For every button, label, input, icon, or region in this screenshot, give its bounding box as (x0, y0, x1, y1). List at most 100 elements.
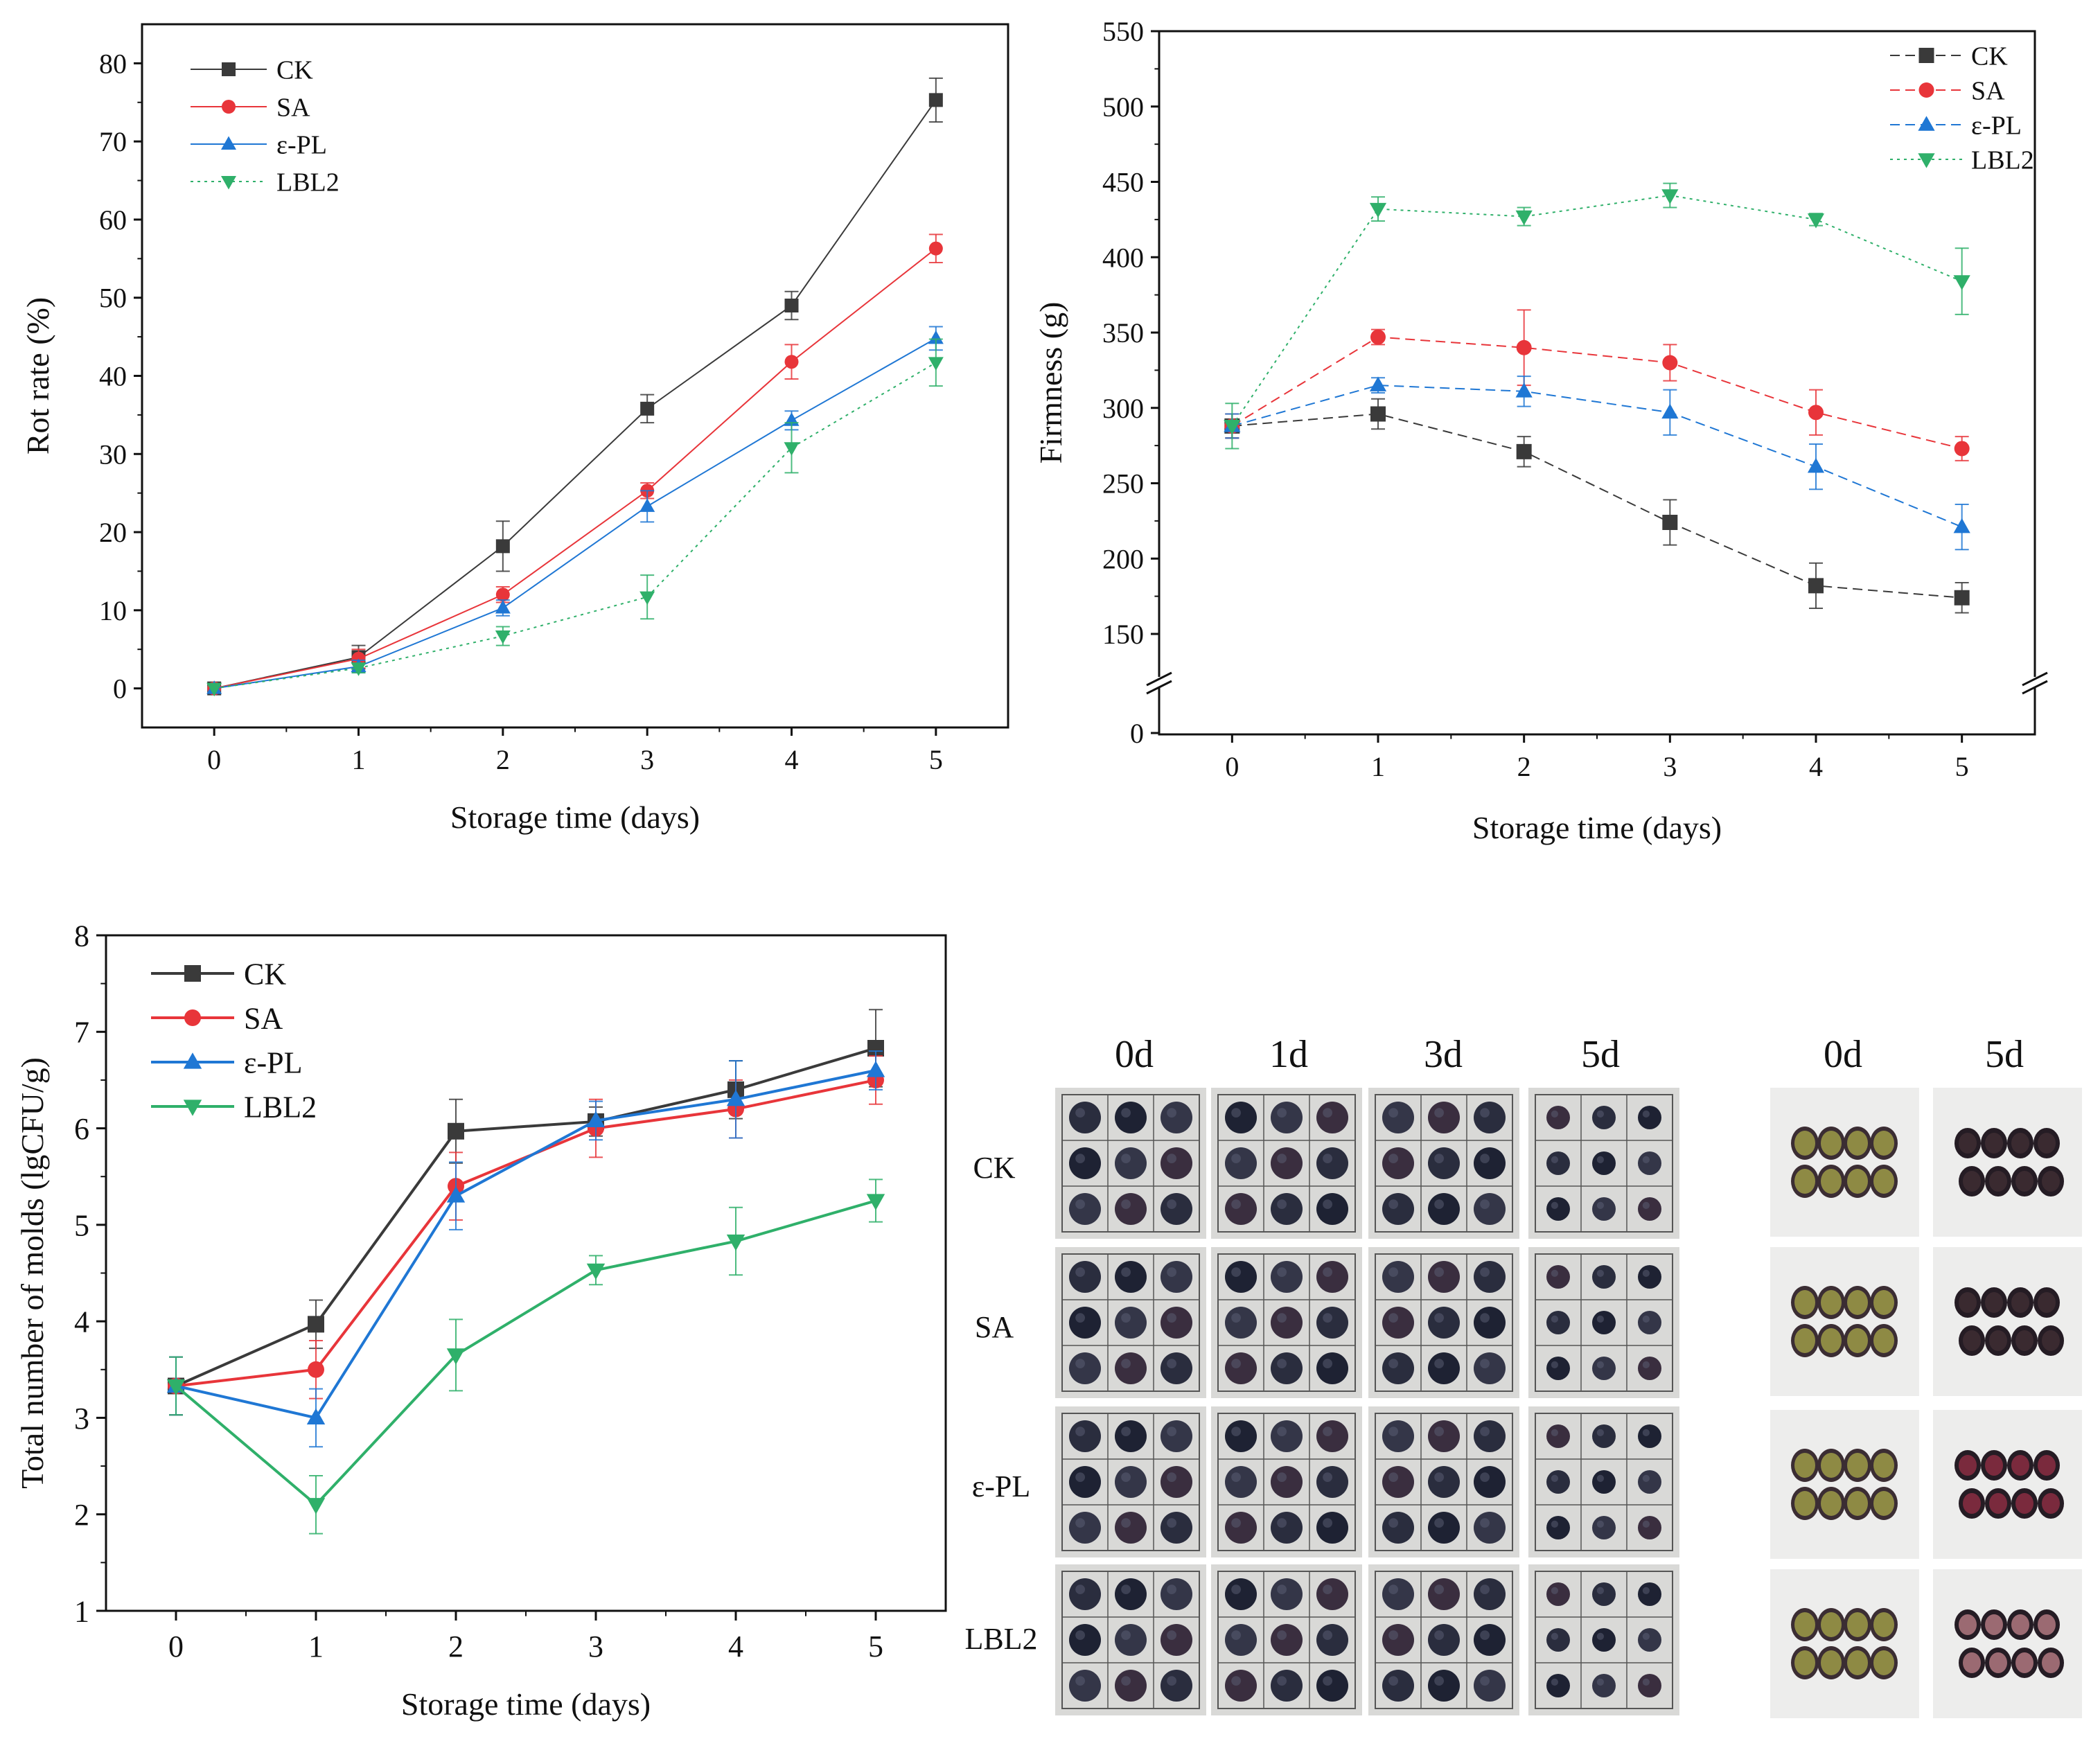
cut-berry-flesh (2042, 1330, 2060, 1351)
blueberry-highlight (1434, 1267, 1445, 1277)
blueberry (1474, 1578, 1506, 1610)
blueberry-highlight (1551, 1474, 1558, 1482)
blueberry (1225, 1307, 1257, 1339)
blueberry (1069, 1578, 1101, 1610)
y-tick-label: 8 (74, 919, 89, 953)
blueberry (1592, 1516, 1616, 1539)
data-point (928, 357, 944, 371)
blueberry (1161, 1670, 1192, 1702)
blueberry-highlight (1551, 1587, 1558, 1594)
blueberry-highlight (1167, 1359, 1176, 1368)
blueberry-highlight (1388, 1630, 1398, 1641)
blueberry-highlight (1075, 1267, 1085, 1277)
blueberry (1225, 1147, 1257, 1179)
blueberry-highlight (1596, 1520, 1604, 1528)
blueberry-highlight (1277, 1267, 1287, 1277)
blueberry (1474, 1466, 1506, 1498)
blueberry-highlight (1551, 1201, 1558, 1209)
data-point (639, 498, 655, 512)
blueberry (1382, 1307, 1414, 1339)
legend-label: CK (276, 55, 313, 85)
blueberry (1225, 1102, 1257, 1133)
blueberry (1638, 1265, 1661, 1289)
tile-grid-frame (1375, 1571, 1513, 1709)
y-tick-label: 550 (1102, 16, 1144, 47)
y-tick-label: 40 (99, 361, 127, 392)
blueberry-highlight (1231, 1313, 1241, 1323)
data-point (1807, 213, 1825, 229)
data-point (495, 539, 510, 554)
series-line (1231, 336, 1962, 450)
blueberry-highlight (1121, 1584, 1131, 1595)
series-sa (207, 233, 943, 696)
blueberry-tile (1528, 1406, 1679, 1557)
cut-berry-flesh (1794, 1328, 1815, 1353)
cut-berry-flesh (1959, 1614, 1977, 1635)
blueberry-highlight (1231, 1359, 1241, 1368)
blueberry-highlight (1277, 1154, 1287, 1163)
blueberry-highlight (1480, 1199, 1490, 1209)
cut-berry-flesh (2038, 1292, 2056, 1313)
blueberry-highlight (1642, 1269, 1650, 1277)
blueberry (1115, 1466, 1147, 1498)
data-point (1515, 382, 1533, 398)
y-tick-label: 80 (99, 48, 127, 79)
data-point (1662, 515, 1678, 531)
blueberry (1592, 1311, 1616, 1334)
legend-label: CK (244, 957, 286, 991)
blueberry (1161, 1624, 1192, 1656)
tile-background (1933, 1247, 2082, 1396)
cut-berry-flesh (1873, 1169, 1894, 1194)
blueberry-highlight (1075, 1108, 1085, 1118)
blueberry-tile (1528, 1564, 1679, 1715)
y-tick-label: 400 (1102, 242, 1144, 273)
blueberry (1546, 1106, 1570, 1129)
blueberry (1069, 1147, 1101, 1179)
cut-berry-flesh (1985, 1133, 2003, 1154)
cut-blueberry-tile (1770, 1247, 1919, 1396)
blueberry-highlight (1323, 1518, 1332, 1528)
blueberry-highlight (1642, 1201, 1650, 1209)
cut-berry-flesh (1985, 1292, 2003, 1313)
blueberry-tile (1055, 1406, 1206, 1557)
blueberry (1382, 1624, 1414, 1656)
photo-col-label: 0d (1824, 1033, 1862, 1076)
data-point (928, 241, 943, 256)
blueberry-highlight (1434, 1584, 1445, 1595)
cut-berry-flesh (1963, 1652, 1981, 1673)
blueberry (1474, 1670, 1506, 1702)
blueberry-highlight (1323, 1676, 1332, 1686)
series-e-pl (1224, 376, 1970, 551)
data-point (306, 1408, 326, 1425)
blueberry (1546, 1357, 1570, 1380)
x-tick-label: 4 (785, 744, 799, 775)
blueberry-tile (1211, 1564, 1362, 1715)
cut-berry-flesh (1963, 1493, 1981, 1514)
series-line (213, 99, 937, 689)
blueberry (1382, 1466, 1414, 1498)
blueberry-highlight (1231, 1630, 1241, 1641)
blueberry-tile (1368, 1406, 1519, 1557)
y-tick-label: 5 (74, 1208, 89, 1242)
blueberry-highlight (1231, 1584, 1241, 1595)
blueberry-highlight (1480, 1313, 1490, 1323)
data-point (1662, 355, 1678, 371)
blueberry (1474, 1147, 1506, 1179)
blueberry (1161, 1193, 1192, 1225)
blueberry (1546, 1197, 1570, 1221)
blueberry-highlight (1277, 1472, 1287, 1483)
data-point (1661, 189, 1679, 204)
legend-marker (183, 1052, 202, 1069)
cut-blueberry-photos: 0d 5d (1770, 1033, 2082, 1718)
blueberry (1271, 1466, 1303, 1498)
cut-berry-flesh (1989, 1652, 2007, 1673)
cut-berry-flesh (2015, 1493, 2033, 1514)
blueberry (1428, 1352, 1460, 1384)
legend-marker (222, 62, 236, 76)
blueberry-highlight (1075, 1427, 1085, 1437)
y-axis-label: Firmness (g) (1033, 302, 1068, 464)
blueberry-tile (1528, 1247, 1679, 1398)
blueberry (1225, 1466, 1257, 1498)
blueberry (1428, 1261, 1460, 1293)
x-tick-label: 1 (1371, 751, 1385, 782)
